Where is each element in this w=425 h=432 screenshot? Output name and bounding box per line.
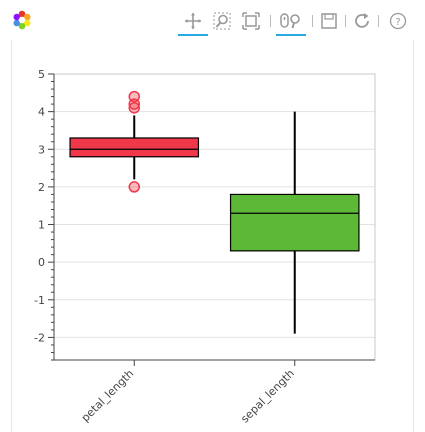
- x-tick-label: sepal_length: [238, 367, 297, 426]
- reset-tool[interactable]: [349, 8, 375, 34]
- boxes-layer: [69, 90, 360, 334]
- pan-tool[interactable]: [178, 8, 208, 36]
- save-tool[interactable]: [316, 8, 342, 34]
- toolbar-separator: [312, 15, 313, 27]
- box-iqr: [229, 193, 360, 252]
- box-iqr: [69, 137, 200, 158]
- zoom-to-fit-tool[interactable]: [238, 8, 264, 34]
- outlier-point: [128, 90, 140, 103]
- y-tick-label: -2: [34, 331, 45, 344]
- outlier-point: [128, 181, 140, 193]
- plot-frame: [11, 40, 414, 432]
- toolbar: ?: [0, 0, 425, 40]
- toolbar-separator: [270, 15, 271, 27]
- y-tick-label: -1: [34, 294, 45, 307]
- toolbar-separator: [345, 15, 346, 27]
- y-tick-label: 0: [38, 256, 45, 269]
- y-tick-label: 4: [38, 106, 45, 119]
- outlier-point: [128, 102, 140, 114]
- wheel-zoom-tool[interactable]: [276, 8, 306, 36]
- help-tool[interactable]: ?: [385, 8, 411, 34]
- y-tick-label: 5: [38, 68, 45, 81]
- box-sepal_length: [229, 111, 360, 334]
- pan-icon: [185, 13, 201, 29]
- x-tick-label: petal_length: [79, 367, 137, 425]
- svg-text:?: ?: [395, 17, 400, 28]
- box-zoom-tool[interactable]: [209, 8, 235, 34]
- save-icon: [321, 13, 337, 29]
- y-axis: 5 4 3 2 1 0 -1 -2: [34, 68, 55, 361]
- bokeh-logo-icon: [13, 10, 31, 30]
- x-axis: petal_length sepal_length: [54, 359, 375, 426]
- zoom-extents-icon: [242, 12, 260, 30]
- y-tick-label: 2: [38, 181, 45, 194]
- reset-icon: [355, 13, 369, 28]
- y-tick-label: 1: [38, 219, 45, 232]
- wheel-zoom-icon: [280, 13, 300, 29]
- box-zoom-icon: [213, 12, 231, 30]
- help-icon: ?: [389, 12, 407, 30]
- y-tick-label: 3: [38, 143, 45, 156]
- toolbar-separator: [378, 15, 379, 27]
- box-petal_length: [69, 90, 200, 193]
